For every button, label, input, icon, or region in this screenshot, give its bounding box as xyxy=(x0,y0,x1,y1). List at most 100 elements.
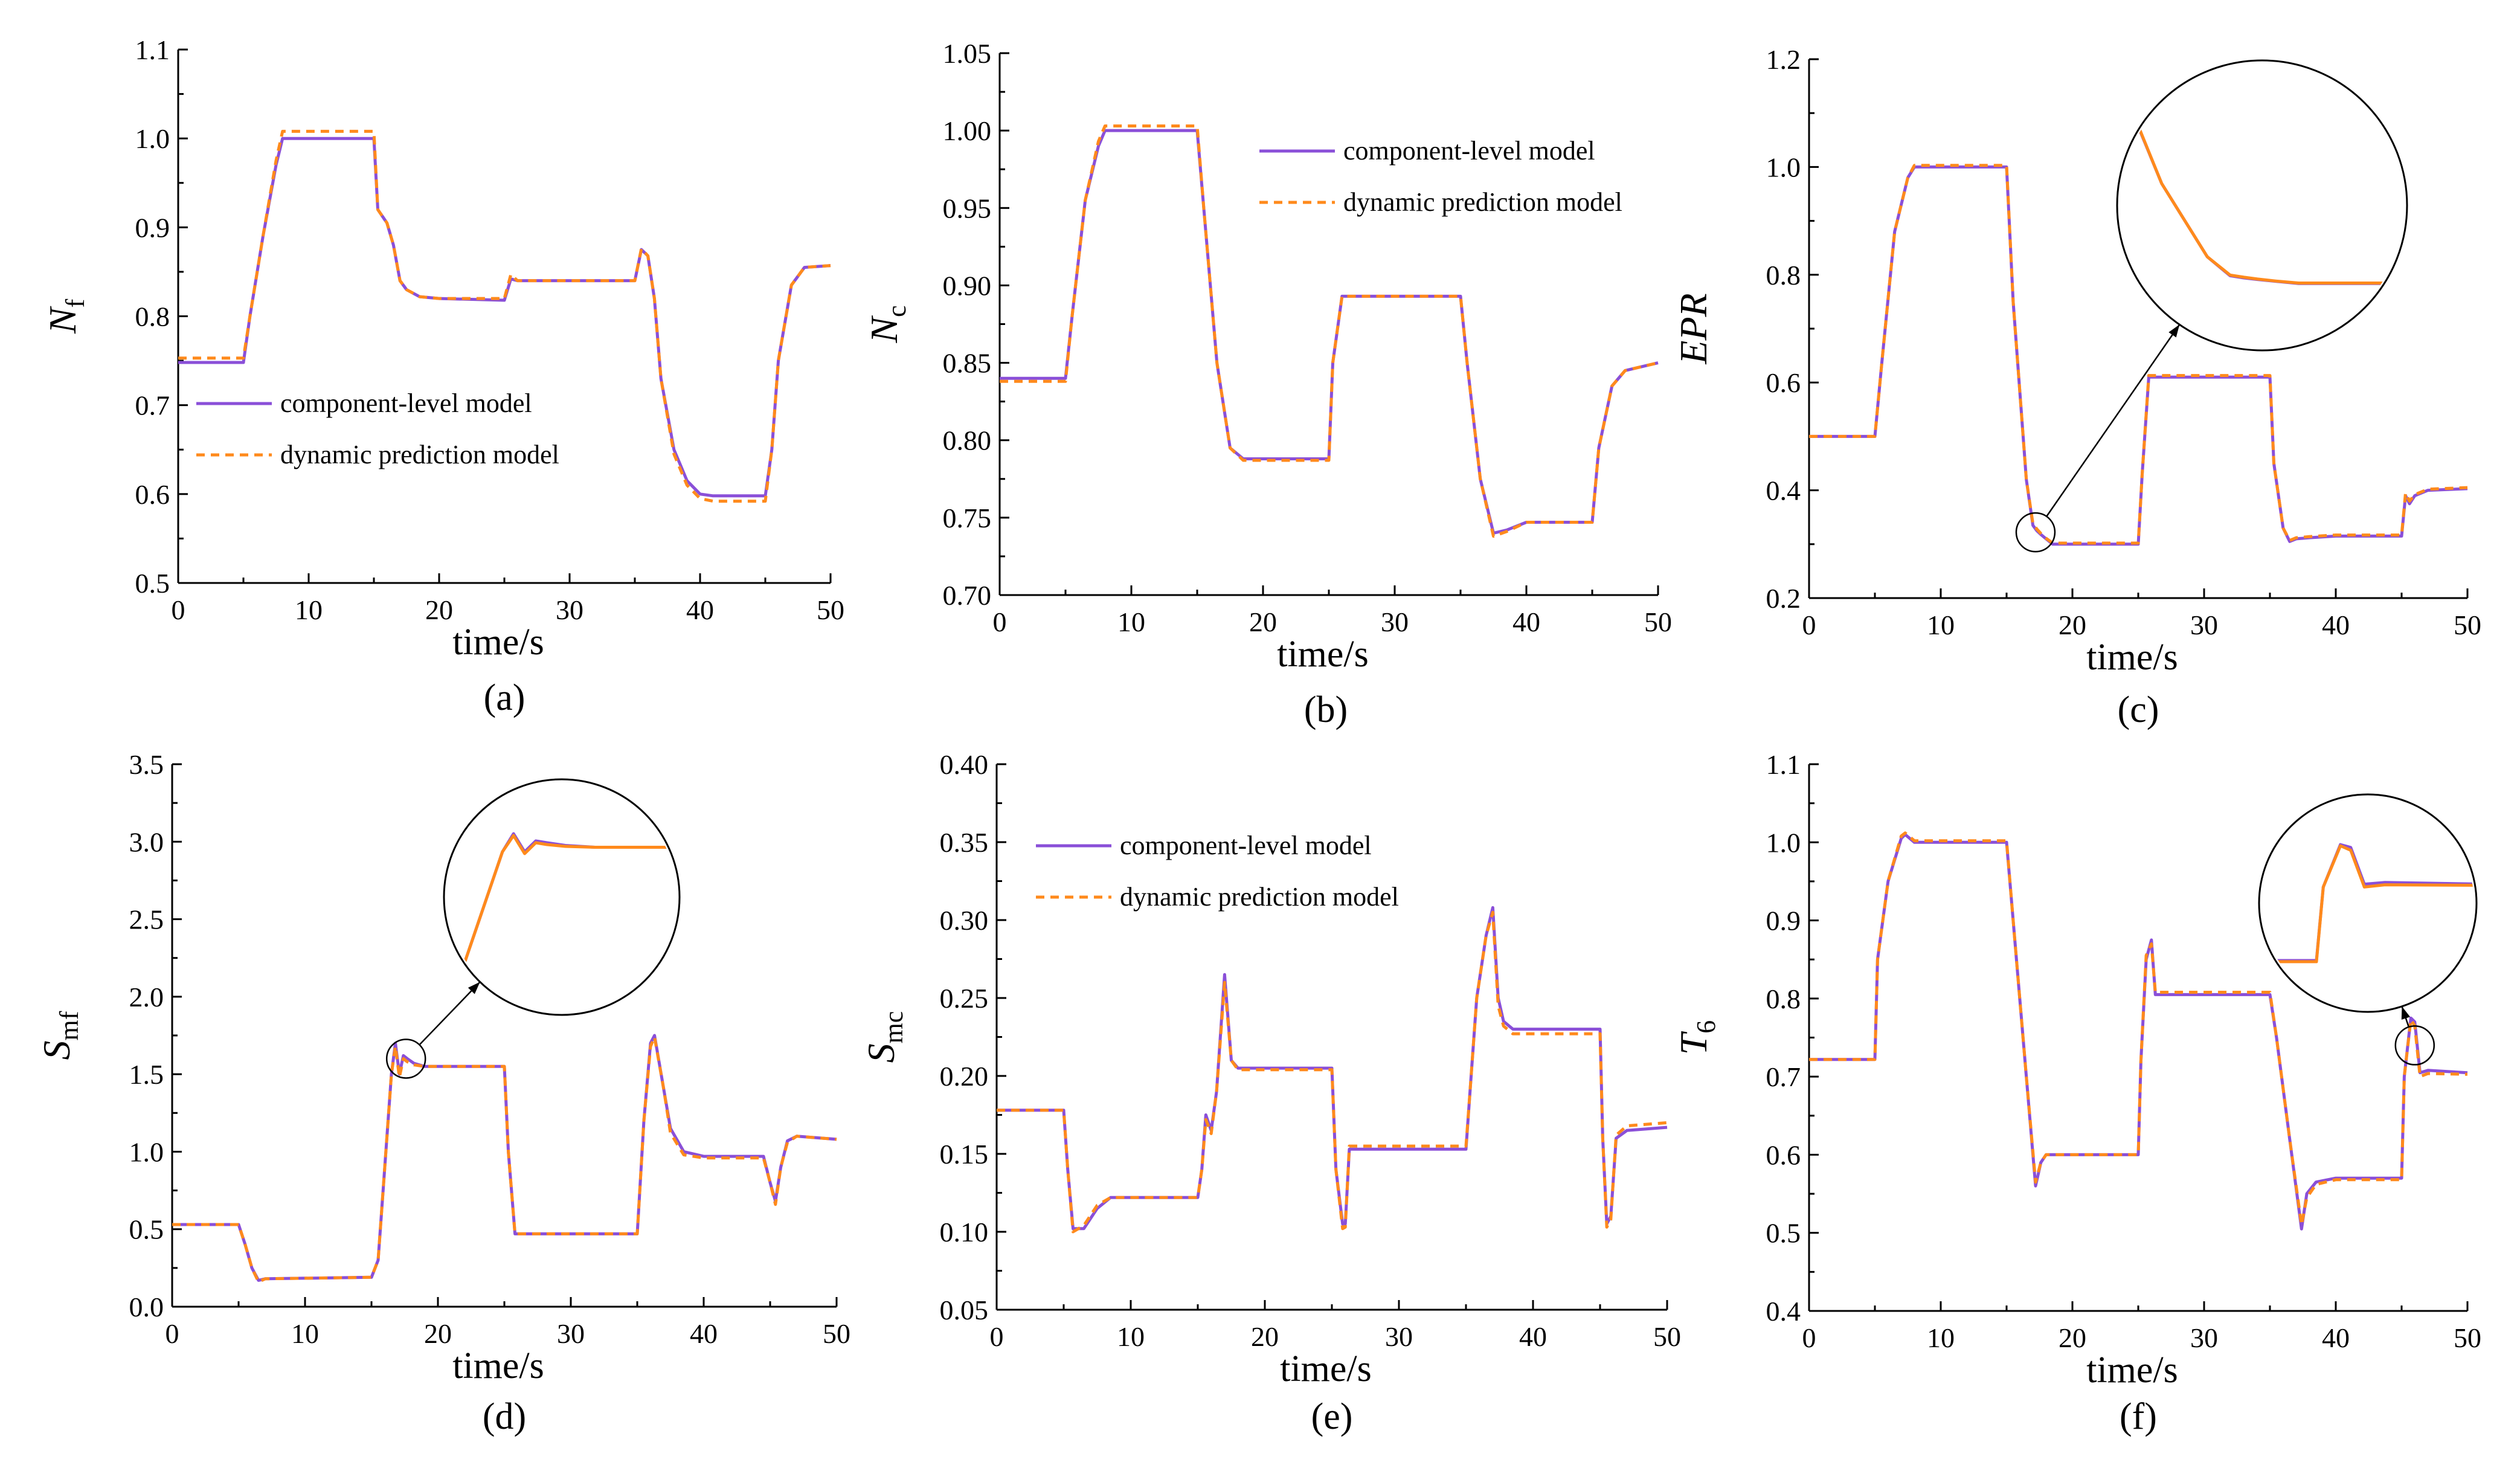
chart-panel-5: 0 10 20 30 40 50 0.05 0.10 0.15 0.20 0.25 0.30 0.35 0… xyxy=(860,749,1681,1437)
series-component-level-line xyxy=(1000,129,1659,535)
y-axis-label: Smf xyxy=(35,1011,84,1060)
x-tick-label: 30 xyxy=(1381,607,1409,637)
y-tick-label: 0.9 xyxy=(135,212,170,243)
x-tick-label: 30 xyxy=(557,1318,585,1349)
x-axis-label: time/s xyxy=(1277,634,1369,675)
y-tick-label: 2.0 xyxy=(129,982,164,1012)
x-tick-label: 30 xyxy=(2190,1322,2218,1353)
y-tick-label: 0.0 xyxy=(129,1292,164,1322)
x-tick-label: 0 xyxy=(993,607,1007,637)
y-tick-label: 0.5 xyxy=(1766,1218,1801,1249)
y-tick-label: 1.00 xyxy=(943,115,992,146)
y-tick-label: 0.7 xyxy=(135,390,170,421)
zoom-arrowhead xyxy=(468,982,480,994)
legend-label-dynamic: dynamic prediction model xyxy=(1120,882,1399,912)
y-tick-label: 0.35 xyxy=(940,827,989,858)
zoom-arrowhead xyxy=(2168,324,2180,338)
chart-panel-2: 0 10 20 30 40 50 0.70 0.75 0.80 0.85 0.90 0.95 1.00 1… xyxy=(863,38,1672,730)
y-tick-label: 0.30 xyxy=(940,905,989,936)
x-tick-label: 20 xyxy=(2059,610,2086,640)
series-dynamic-prediction-line xyxy=(997,910,1668,1234)
x-tick-label: 40 xyxy=(1519,1321,1547,1352)
panel-caption: (a) xyxy=(484,677,526,718)
y-tick-label: 1.0 xyxy=(135,123,170,154)
y-axis-label: EPR xyxy=(1672,293,1715,364)
x-tick-label: 30 xyxy=(1385,1321,1413,1352)
y-axis-label-main: N xyxy=(41,306,84,334)
x-tick-label: 10 xyxy=(1117,607,1145,637)
y-tick-label: 0.70 xyxy=(943,580,992,611)
y-tick-label: 0.85 xyxy=(943,348,992,379)
y-axis-label-sub: c xyxy=(882,305,911,317)
zoom-inset-content xyxy=(2261,797,2474,999)
y-tick-label: 0.7 xyxy=(1766,1061,1801,1092)
y-axis-label-main: N xyxy=(863,315,905,344)
y-tick-label: 2.5 xyxy=(129,904,164,935)
chart-panel-4: 0 10 20 30 40 50 0.0 0.5 1.0 1.5 2.0 2.5 3.0 3.5 time/… xyxy=(35,749,850,1437)
x-tick-label: 0 xyxy=(1802,610,1816,640)
chart-panel-3: 0 10 20 30 40 50 0.2 0.4 0.6 0.8 1.0 1.2 time/s EPR (c… xyxy=(1672,44,2481,730)
y-tick-label: 0.95 xyxy=(943,193,992,224)
x-tick-label: 20 xyxy=(1249,607,1277,637)
panel-caption: (b) xyxy=(1304,689,1348,730)
y-axis-label: Nf xyxy=(41,298,90,334)
y-tick-label: 3.5 xyxy=(129,749,164,780)
y-axis-label: T6 xyxy=(1672,1020,1721,1055)
x-tick-label: 50 xyxy=(2454,1322,2481,1353)
y-tick-label: 0.9 xyxy=(1766,906,1801,936)
x-tick-label: 20 xyxy=(424,1318,452,1349)
series-dynamic-prediction-line xyxy=(1809,164,2468,545)
x-axis-label: time/s xyxy=(452,1345,544,1386)
y-tick-label: 1.0 xyxy=(1766,152,1801,182)
y-tick-label: 3.0 xyxy=(129,826,164,857)
legend-label-dynamic: dynamic prediction model xyxy=(280,440,559,469)
panel-caption: (e) xyxy=(1311,1396,1353,1437)
x-tick-label: 50 xyxy=(823,1318,850,1349)
x-tick-label: 50 xyxy=(2454,610,2481,640)
y-tick-label: 0.4 xyxy=(1766,475,1801,506)
zoom-connector-line xyxy=(2046,324,2181,517)
legend: component-level model dynamic prediction … xyxy=(1036,831,1399,912)
y-axis-label-main: S xyxy=(35,1040,78,1060)
zoom-focus-circle xyxy=(385,1038,426,1079)
y-tick-label: 0.4 xyxy=(1766,1296,1801,1327)
y-tick-label: 0.6 xyxy=(1766,1139,1801,1170)
y-tick-label: 0.6 xyxy=(135,479,170,510)
x-tick-label: 0 xyxy=(172,594,185,625)
y-axis-label-sub: 6 xyxy=(1691,1020,1721,1034)
y-tick-label: 0.8 xyxy=(1766,983,1801,1014)
y-axis-label-main: EPR xyxy=(1672,293,1715,364)
x-tick-label: 0 xyxy=(1802,1322,1816,1353)
x-tick-label: 10 xyxy=(1927,610,1955,640)
y-tick-label: 1.1 xyxy=(135,34,170,65)
x-tick-label: 10 xyxy=(295,594,323,625)
y-tick-label: 1.05 xyxy=(943,38,992,69)
y-tick-label: 0.20 xyxy=(940,1061,989,1092)
x-tick-label: 30 xyxy=(2190,610,2218,640)
zoom-inset-circle xyxy=(2258,793,2478,1013)
y-tick-label: 0.90 xyxy=(943,270,992,301)
y-tick-label: 0.80 xyxy=(943,425,992,456)
legend: component-level model dynamic prediction … xyxy=(1259,136,1622,217)
y-axis-label-sub: f xyxy=(60,298,90,307)
x-tick-label: 20 xyxy=(2059,1322,2086,1353)
x-tick-label: 50 xyxy=(1653,1321,1681,1352)
legend-label-component: component-level model xyxy=(1343,136,1595,166)
legend-label-dynamic: dynamic prediction model xyxy=(1343,187,1622,217)
x-tick-label: 10 xyxy=(1927,1322,1955,1353)
y-tick-label: 0.75 xyxy=(943,503,992,533)
panel-caption: (c) xyxy=(2118,689,2159,730)
zoom-focus-circle xyxy=(2015,512,2056,553)
series-component-level-line xyxy=(997,906,1668,1231)
x-tick-label: 10 xyxy=(291,1318,319,1349)
y-tick-label: 0.5 xyxy=(129,1214,164,1245)
x-tick-label: 20 xyxy=(1251,1321,1279,1352)
y-tick-label: 1.5 xyxy=(129,1059,164,1090)
legend-label-component: component-level model xyxy=(280,388,532,418)
inset-component-line xyxy=(2261,797,2474,999)
series-dynamic-prediction-line xyxy=(172,1035,837,1284)
chart-panel-1: 0 10 20 30 40 50 0.5 0.6 0.7 0.8 0.9 1.0 1.1 time/s Nf… xyxy=(41,34,844,718)
y-tick-label: 0.8 xyxy=(1766,260,1801,291)
y-tick-label: 0.10 xyxy=(940,1217,989,1247)
y-tick-label: 1.1 xyxy=(1766,749,1801,780)
